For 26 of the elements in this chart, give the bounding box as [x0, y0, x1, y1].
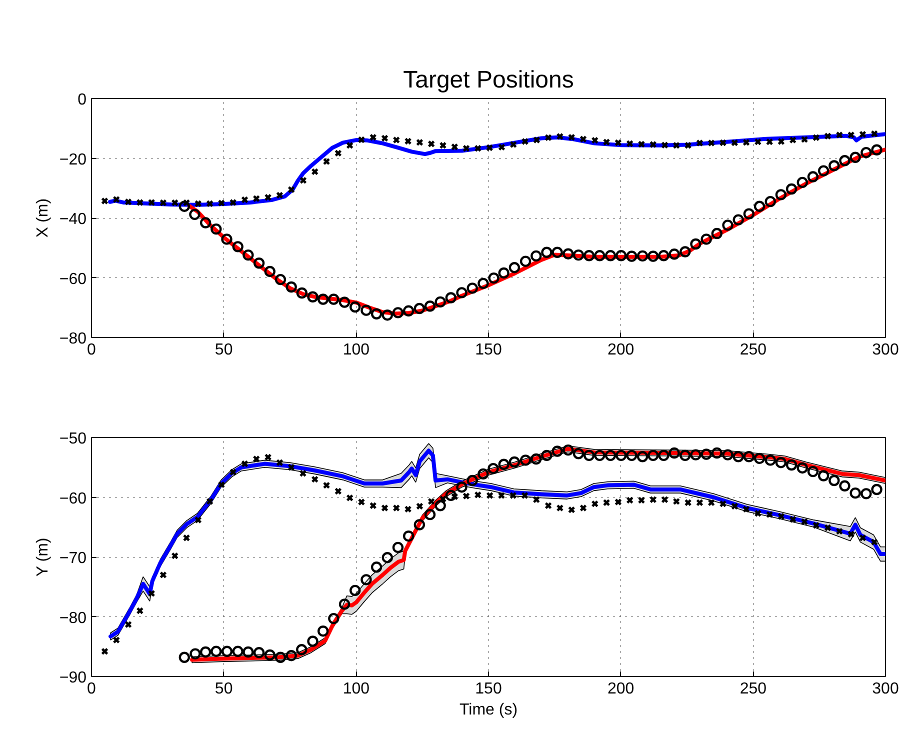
y-tick-label: −80	[59, 610, 87, 627]
x-tick-label: 200	[607, 680, 634, 698]
x-tick-label: 250	[740, 680, 767, 698]
y-axis-title: Y (m)	[34, 538, 52, 577]
x-tick-label: 50	[214, 342, 233, 358]
y-tick-label: −40	[59, 211, 87, 228]
x-tick-label: 100	[342, 342, 370, 358]
y-tick-label: −90	[59, 670, 87, 686]
y-axis-title: X (m)	[34, 198, 52, 238]
x-tick-label: 250	[740, 342, 767, 358]
x-tick-label: 50	[214, 680, 233, 698]
y-tick-label: −70	[59, 550, 87, 567]
y-tick-label: 0	[78, 92, 87, 108]
x-tick-label: 200	[607, 342, 634, 358]
x-tick-label: 100	[342, 680, 370, 698]
y-tick-label: −20	[59, 151, 87, 168]
x-tick-label: 300	[872, 342, 899, 358]
y-tick-label: −50	[59, 430, 87, 448]
x-axis-title: Time (s)	[459, 702, 518, 718]
y-tick-label: −60	[59, 270, 87, 288]
x-tick-label: 150	[475, 342, 502, 358]
x-tick-label: 300	[872, 680, 899, 698]
y-tick-label: −80	[59, 330, 87, 348]
chart-title: Target Positions	[403, 66, 574, 94]
x-tick-label: 150	[475, 680, 502, 698]
y-tick-label: −60	[59, 490, 87, 508]
